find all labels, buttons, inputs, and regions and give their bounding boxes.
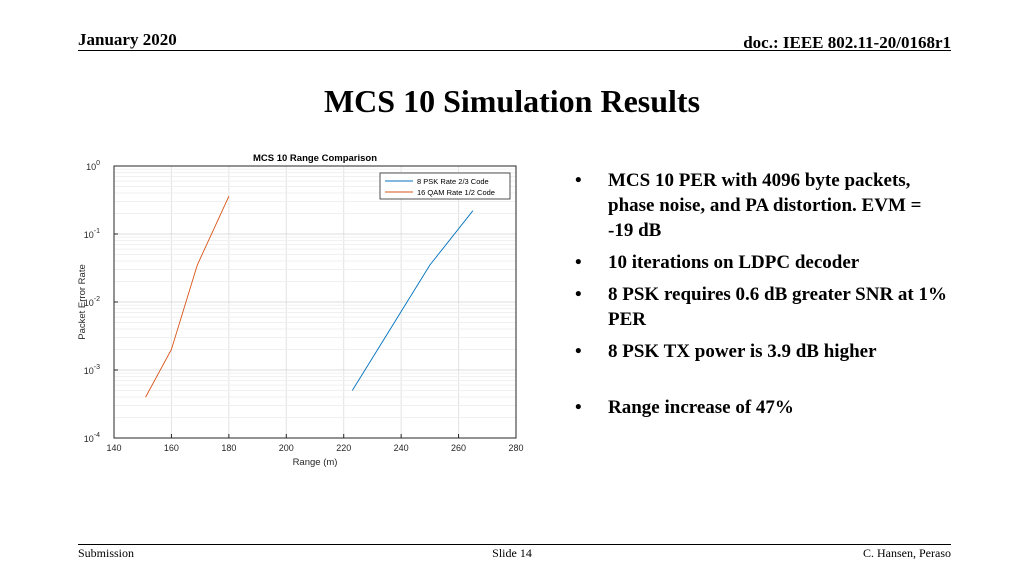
bullet-item: • 8 PSK requires 0.6 dB greater SNR at 1%… [575, 284, 948, 330]
footer-submission: Submission [78, 546, 135, 560]
footer-slide-number: Slide 14 [492, 546, 532, 560]
bullet-text: 8 PSK requires 0.6 dB greater SNR at 1% … [608, 284, 948, 330]
y-tick-label: 10-4 [84, 432, 100, 444]
bullet-text: 8 PSK TX power is 3.9 dB higher [608, 341, 877, 362]
x-tick-label: 220 [336, 443, 351, 453]
chart-title: MCS 10 Range Comparison [253, 153, 377, 164]
bullet-item: • Range increase of 47% [575, 397, 794, 418]
footer-divider [78, 544, 951, 545]
series-line-1 [351, 210, 474, 391]
legend-box [379, 172, 511, 200]
x-tick-label: 160 [164, 443, 179, 453]
x-tick-label: 260 [451, 443, 466, 453]
slide-title: MCS 10 Simulation Results [323, 83, 701, 119]
bullet-text: 10 iterations on LDPC decoder [608, 252, 860, 273]
bullet-text: Range increase of 47% [608, 397, 794, 418]
x-tick-label: 280 [508, 443, 523, 453]
bullet-item: • MCS 10 PER with 4096 byte packets, phas… [575, 170, 922, 241]
y-tick-label: 100 [86, 160, 100, 172]
bullet-text: MCS 10 PER with 4096 byte packets, phase… [608, 170, 922, 241]
x-axis-label: Range (m) [293, 457, 338, 468]
legend-entry: 8 PSK Rate 2/3 Code [417, 177, 489, 186]
header-divider [78, 50, 951, 51]
bullet-item: • 10 iterations on LDPC decoder [575, 252, 860, 273]
x-tick-label: 140 [106, 443, 121, 453]
x-tick-label: 200 [279, 443, 294, 453]
header-date: January 2020 [78, 30, 177, 49]
footer-author: C. Hansen, Peraso [863, 546, 951, 560]
y-tick-label: 10-1 [84, 228, 100, 240]
bullet-item: • 8 PSK TX power is 3.9 dB higher [575, 341, 877, 362]
y-axis-label: Packet Error Rate [77, 264, 88, 340]
range-comparison-chart: 140 160 180 200 220 240 260 280 100 10-1 10-2 10-3 1… [77, 153, 524, 468]
bullet-list: • MCS 10 PER with 4096 byte packets, phas… [570, 168, 950, 427]
y-tick-label: 10-3 [84, 364, 100, 376]
series-line-2 [145, 196, 230, 398]
legend-entry: 16 QAM Rate 1/2 Code [417, 188, 495, 197]
header-doc-id: doc.: IEEE 802.11-20/0168r1 [743, 33, 951, 52]
y-tick-label: 10-2 [84, 296, 100, 308]
x-tick-label: 180 [221, 443, 236, 453]
x-tick-label: 240 [394, 443, 409, 453]
